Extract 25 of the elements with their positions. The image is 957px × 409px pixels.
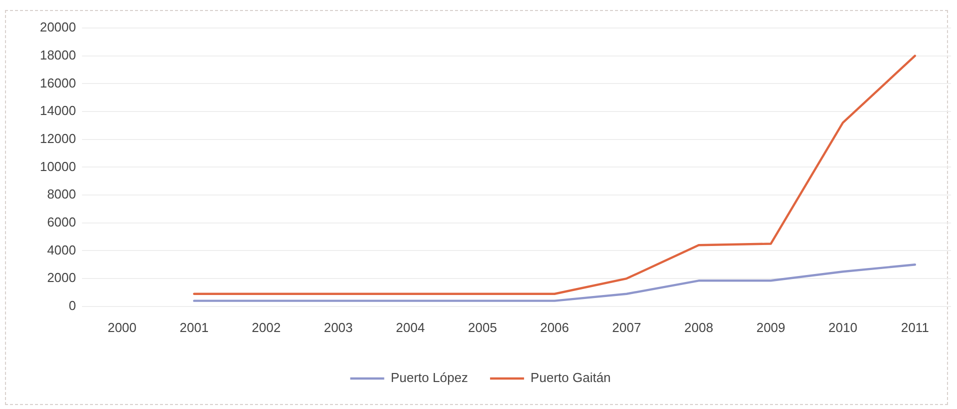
y-tick-label: 4000 [47, 242, 76, 258]
x-tick-label: 2000 [108, 320, 137, 335]
x-tick-label: 2004 [396, 320, 425, 335]
y-tick-label: 14000 [40, 103, 76, 118]
x-tick-label: 2006 [540, 320, 570, 335]
x-tick-label: 2002 [252, 320, 281, 335]
y-tick-label: 8000 [47, 186, 76, 202]
y-tick-label: 20000 [40, 20, 76, 35]
x-tick-label: 2007 [612, 320, 642, 335]
x-tick-label: 2011 [900, 320, 929, 335]
y-tick-label: 18000 [40, 47, 76, 62]
y-tick-label: 10000 [40, 158, 76, 174]
legend-label: Puerto Gaitán [530, 370, 611, 386]
legend-label: Puerto López [390, 370, 468, 386]
x-tick-label: 2001 [180, 320, 209, 335]
x-tick-label: 2005 [468, 320, 497, 335]
x-tick-label: 2003 [324, 320, 353, 335]
y-tick-label: 2000 [47, 270, 76, 286]
x-tick-label: 2008 [684, 320, 714, 335]
x-tick-label: 2009 [756, 320, 786, 335]
y-tick-label: 0 [68, 298, 76, 313]
x-tick-label: 2010 [828, 320, 858, 335]
y-tick-label: 16000 [40, 75, 76, 90]
y-tick-label: 12000 [40, 130, 76, 146]
y-tick-label: 6000 [47, 214, 76, 230]
